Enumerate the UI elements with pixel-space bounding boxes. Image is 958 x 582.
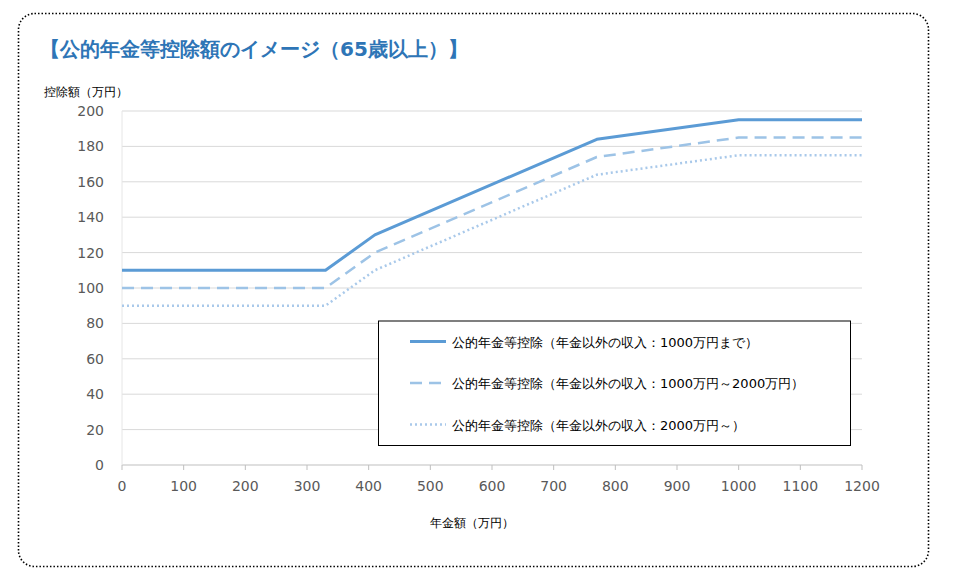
series-line [122,120,862,270]
x-tick-label: 1100 [783,478,819,494]
y-tick-label: 100 [77,280,104,296]
x-tick-label: 200 [232,478,259,494]
y-tick-label: 80 [86,315,104,331]
grid-line [122,252,862,253]
y-tick-label: 160 [77,174,104,190]
x-tick-label: 600 [479,478,506,494]
x-tick-label: 1000 [721,478,757,494]
x-tick-label: 300 [294,478,321,494]
x-tick [183,465,184,470]
legend-box [379,321,851,446]
grid-line [122,146,862,147]
x-tick-label: 1200 [844,478,880,494]
y-axis-title: 控除額（万円） [44,85,128,99]
legend-swatch [410,382,446,385]
y-tick-label: 200 [77,103,104,119]
x-tick [368,465,369,470]
x-tick [615,465,616,470]
series-line [122,138,862,288]
x-tick [307,465,308,470]
chart-title: 【公的年金等控除額のイメージ（65歳以上）】 [40,37,468,61]
x-tick-label: 800 [602,478,629,494]
outer-frame [19,14,929,567]
grid-line [122,181,862,182]
y-tick-label: 20 [86,422,104,438]
x-tick-label: 700 [540,478,567,494]
legend-label: 公的年金等控除（年金以外の収入：2000万円～） [452,418,745,433]
grid-line [122,288,862,289]
x-tick-label: 900 [664,478,691,494]
chart-svg: 【公的年金等控除額のイメージ（65歳以上）】控除額（万円） 年金額（万円） 0 20 4… [0,0,958,582]
y-tick-label: 60 [86,351,104,367]
x-tick [800,465,801,470]
series-line [122,155,862,305]
x-tick-label: 500 [417,478,444,494]
x-axis-title: 年金額（万円） [430,516,514,530]
y-tick-label: 140 [77,209,104,225]
x-tick [430,465,431,470]
x-tick [122,465,123,470]
legend-swatch [410,423,446,426]
grid-line [122,217,862,218]
legend-label: 公的年金等控除（年金以外の収入：1000万円～2000万円） [452,376,804,391]
plot-area [122,120,862,306]
y-tick-label: 120 [77,245,104,261]
legend-label: 公的年金等控除（年金以外の収入：1000万円まで） [452,335,758,350]
x-tick [553,465,554,470]
grid-line [122,111,862,112]
legend-swatch [410,340,446,343]
x-tick-label: 400 [355,478,382,494]
x-tick-label: 0 [118,478,127,494]
y-tick-label: 180 [77,138,104,154]
x-tick-label: 100 [170,478,197,494]
y-tick-label: 40 [86,386,104,402]
y-tick-label: 0 [95,457,104,473]
x-tick [738,465,739,470]
x-tick [492,465,493,470]
x-tick [862,465,863,470]
x-tick [245,465,246,470]
x-tick [677,465,678,470]
